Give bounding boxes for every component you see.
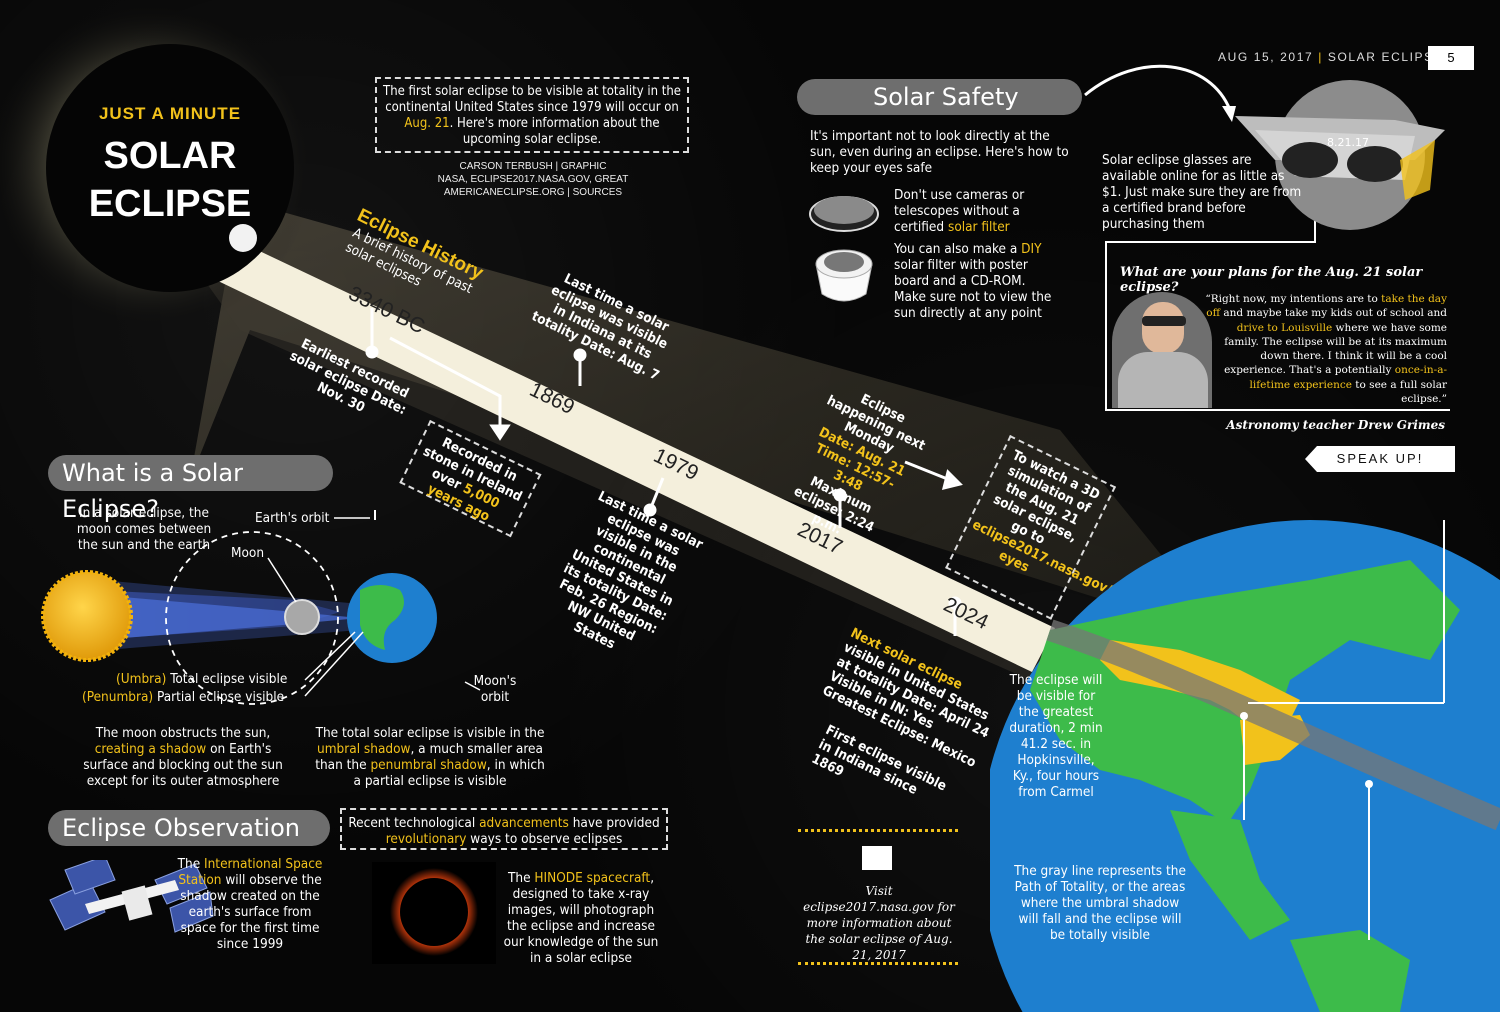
umbra-desc: Total eclipse visible xyxy=(166,671,288,687)
visit-bottom-rule xyxy=(798,962,958,965)
hinode-b: HINODE spacecraft xyxy=(534,870,651,886)
umbra-term: (Umbra) xyxy=(116,671,167,687)
eclipse-diagram xyxy=(41,510,481,705)
header-date: AUG 15, 2017 xyxy=(1218,50,1314,64)
moon-orbit-circle xyxy=(165,531,339,705)
duration-text: The eclipse will be visible for the grea… xyxy=(1009,672,1103,800)
umbra-legend: (Umbra) Total eclipse visible xyxy=(116,671,316,687)
header-section: SOLAR ECLIPSE xyxy=(1327,50,1444,64)
quote-2: take the day off xyxy=(1206,293,1447,320)
teacher-photo xyxy=(1112,292,1212,408)
title-kicker: JUST A MINUTE xyxy=(98,104,242,123)
credits: CARSON TERBUSH | GRAPHIC NASA, ECLIPSE20… xyxy=(400,160,666,199)
p1-c: on Earth's surface and blocking out the … xyxy=(83,741,283,789)
quote-5: where we have some family. The eclipse w… xyxy=(1224,321,1447,377)
path-of-totality xyxy=(1046,619,1500,831)
p2-b: umbral shadow xyxy=(317,741,411,757)
p2-c: , a much smaller area than the xyxy=(315,741,543,773)
quote-4: drive to Louisville xyxy=(1236,321,1333,334)
safety-tip-diy: You can also make a DIY solar filter wit… xyxy=(894,241,1056,321)
credit-sources-2: AMERICANECLIPSE.ORG | SOURCES xyxy=(443,187,623,198)
umbra-region xyxy=(100,595,360,640)
quote-3: and maybe take my kids out of school and xyxy=(1220,307,1447,320)
p1-a: The moon obstructs the sun, xyxy=(95,725,271,741)
moons-orbit-label: Moon's orbit xyxy=(473,673,517,705)
sun-icon xyxy=(41,570,133,662)
hinode-a: The xyxy=(507,870,535,886)
quote-7: to see a full solar eclipse.” xyxy=(1351,378,1447,406)
penumbra-legend: (Penumbra) Partial eclipse visible xyxy=(82,689,312,705)
page-number: 5 xyxy=(1428,46,1474,70)
speak-up-tag: SPEAK UP! xyxy=(1305,446,1455,472)
glasses-label: 8.21.17 xyxy=(1327,136,1369,149)
iss-a: The xyxy=(177,856,205,872)
observation-title: Eclipse Observation xyxy=(48,810,330,846)
safety-title: Solar Safety xyxy=(797,79,1082,115)
title-line2: ECLIPSE xyxy=(88,183,252,225)
speak-up-quote: “Right now, my intentions are to take th… xyxy=(1205,292,1447,406)
glasses-text: Solar eclipse glasses are available onli… xyxy=(1102,152,1302,232)
speak-up-attribution: Astronomy teacher Drew Grimes xyxy=(1226,418,1445,432)
intro-text: The first solar eclipse to be visible at… xyxy=(383,84,681,115)
visit-text[interactable]: Visit eclipse2017.nasa.gov for more info… xyxy=(803,884,955,962)
p2-a: The total solar eclipse is visible in th… xyxy=(315,725,545,741)
iss-c: will observe the shadow created on the e… xyxy=(180,872,322,952)
moon-icon xyxy=(284,599,320,635)
speak-up-question: What are your plans for the Aug. 21 sola… xyxy=(1120,265,1423,295)
observation-recent-box: Recent technological advancements have p… xyxy=(340,808,668,850)
path-text: The gray line represents the Path of Tot… xyxy=(1014,863,1186,943)
safety-intro: It's important not to look directly at t… xyxy=(810,128,1069,176)
timeline-bar xyxy=(216,238,1055,672)
tip1-a: Don't use cameras or telescopes without … xyxy=(894,187,1025,235)
intro-box: The first solar eclipse to be visible at… xyxy=(375,77,689,153)
moon-obstructs-text: The moon obstructs the sun, creating a s… xyxy=(76,725,290,789)
timeline-connectors xyxy=(365,308,963,636)
penumbra-term: (Penumbra) xyxy=(82,689,154,705)
iss-b: International Space Station xyxy=(178,856,323,888)
hinode-image xyxy=(372,862,496,964)
recent-a: Recent technological xyxy=(348,815,480,831)
recent-e: ways to observe eclipses xyxy=(466,831,623,847)
quote-6: once-in-a-lifetime experience xyxy=(1249,364,1447,391)
computer-icon xyxy=(862,846,892,870)
page-header: AUG 15, 2017 | SOLAR ECLIPSE xyxy=(1218,50,1444,64)
umbral-shadow-text: The total solar eclipse is visible in th… xyxy=(310,725,550,789)
intro-date: Aug. 21 xyxy=(404,116,450,131)
recent-c: have provided xyxy=(568,815,660,831)
credit-sources-1: NASA, ECLIPSE2017.NASA.GOV, GREAT xyxy=(437,174,629,185)
tip2-c: solar filter with poster board and a CD-… xyxy=(894,257,1052,321)
moon-label: Moon xyxy=(231,545,265,561)
filter-icons xyxy=(809,196,879,302)
title-block: JUST A MINUTE SOLAR ECLIPSE xyxy=(84,104,256,230)
safety-tip-camera: Don't use cameras or telescopes without … xyxy=(894,187,1034,235)
recent-d: revolutionary xyxy=(385,831,467,847)
what-is-intro: In a solar eclipse, the moon comes betwe… xyxy=(76,505,212,553)
penumbra-desc: Partial eclipse visible xyxy=(153,689,285,705)
what-is-title: What is a Solar Eclipse? xyxy=(48,455,333,523)
glasses-image: 8.21.17 xyxy=(1235,80,1445,230)
credit-graphic: CARSON TERBUSH | GRAPHIC xyxy=(459,161,607,172)
globe-map xyxy=(990,520,1500,1012)
intro-text-end: . Here's more information about the upco… xyxy=(449,116,660,147)
earth-orbit-label: Earth's orbit xyxy=(255,510,330,526)
iss-icon xyxy=(49,860,214,933)
p2-d: penumbral shadow xyxy=(370,757,487,773)
hinode-text: The HINODE spacecraft, designed to take … xyxy=(498,870,664,966)
tip1-b: solar filter xyxy=(947,219,1010,235)
p2-e: , in which a partial eclipse is visible xyxy=(353,757,545,789)
iss-text: The International Space Station will obs… xyxy=(170,856,330,952)
title-line1: SOLAR xyxy=(103,135,237,177)
p1-b: creating a shadow xyxy=(94,741,207,757)
tip2-b: DIY xyxy=(1021,241,1042,257)
visit-top-rule xyxy=(798,829,958,832)
quote-1: “Right now, my intentions are to xyxy=(1205,293,1382,305)
tip2-a: You can also make a xyxy=(894,241,1022,257)
beam-cone xyxy=(190,200,1230,640)
recent-b: advancements xyxy=(479,815,569,831)
hinode-c: , designed to take x-ray images, will ph… xyxy=(503,870,659,966)
